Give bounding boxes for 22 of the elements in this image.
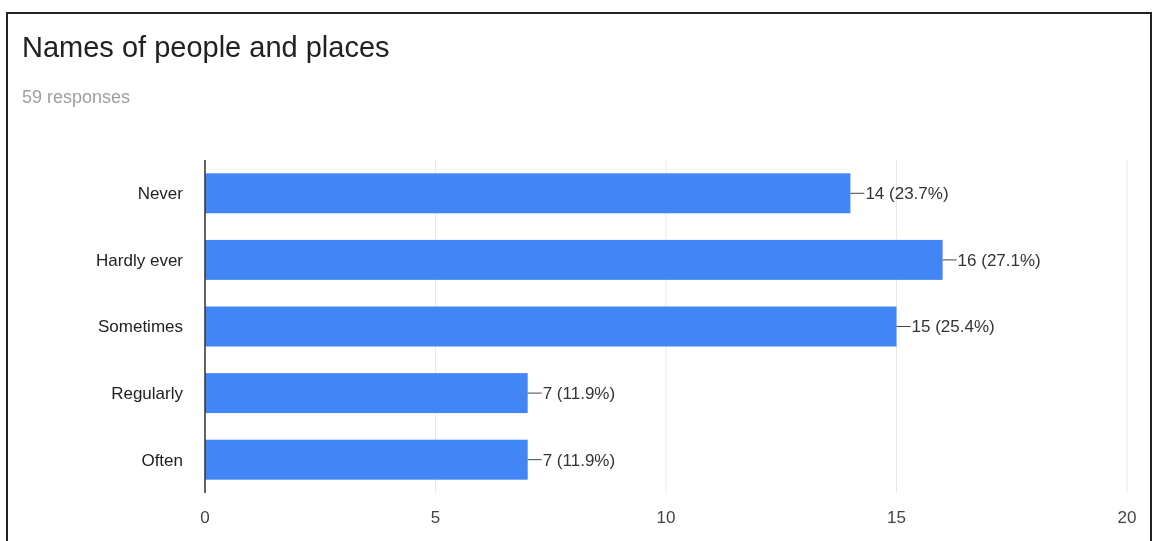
y-tick-label: Sometimes (97, 317, 183, 337)
x-tick-label: 10 (656, 508, 676, 527)
x-tick-label: 20 (1117, 508, 1137, 527)
x-tick-label: 0 (200, 508, 210, 527)
y-tick-label: Never (137, 184, 184, 204)
data-label: 15 (25.4%) (911, 317, 995, 337)
y-tick-label: Regularly (111, 384, 184, 404)
data-label: 16 (27.1%) (957, 250, 1041, 270)
y-tick-label: Hardly ever (96, 250, 184, 270)
bar (205, 173, 851, 214)
x-tick-label: 5 (430, 508, 441, 527)
bar (205, 239, 943, 280)
chart-title: Names of people and places (22, 31, 390, 63)
chart-subtitle: 59 responses (22, 87, 131, 107)
bar (205, 439, 528, 480)
bar (205, 373, 528, 414)
data-label: 7 (11.9%) (542, 450, 616, 470)
data-label: 7 (11.9%) (542, 384, 616, 404)
bar (205, 306, 897, 347)
data-label: 14 (23.7%) (865, 184, 949, 204)
y-tick-label: Often (141, 450, 183, 470)
x-tick-label: 15 (887, 508, 906, 527)
